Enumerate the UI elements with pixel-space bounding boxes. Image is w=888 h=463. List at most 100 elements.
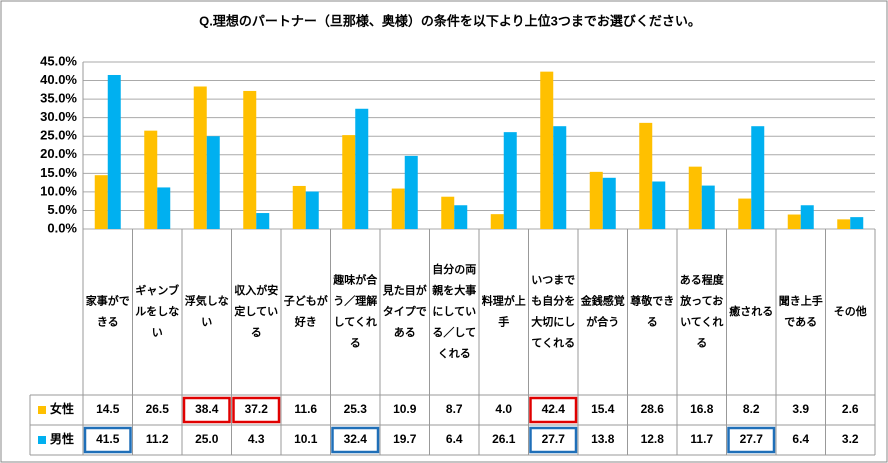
table-value: 11.7	[690, 432, 713, 446]
y-tick-label: 30.0%	[40, 109, 77, 124]
bar	[441, 196, 455, 229]
table-value: 8.2	[743, 402, 760, 416]
y-tick-label: 35.0%	[40, 91, 77, 106]
bar	[589, 171, 603, 229]
category-label: 聞き上手である	[779, 293, 823, 328]
bar	[193, 86, 207, 229]
category-label: 料理が上手	[482, 293, 526, 328]
category-label: 趣味が合う／理解してくれる	[332, 272, 378, 349]
table-value: 4.0	[495, 402, 512, 416]
y-tick-label: 20.0%	[40, 146, 77, 161]
table-value: 27.7	[542, 432, 566, 446]
highlight-box	[331, 426, 380, 454]
bar	[787, 214, 801, 229]
category-label: 収入が安定している	[234, 283, 278, 339]
bar	[751, 126, 765, 229]
table-value: 13.8	[591, 432, 615, 446]
bar	[540, 71, 554, 229]
category-label: 金銭感覚が合う	[580, 293, 625, 328]
highlight-box	[232, 396, 281, 424]
bar	[639, 122, 653, 229]
bar	[850, 217, 864, 229]
category-label: 自分の両親を大事にしている／してくれる	[432, 262, 476, 360]
table-value: 32.4	[344, 432, 368, 446]
bar	[342, 135, 356, 229]
bar	[94, 175, 108, 229]
table-value: 15.4	[591, 402, 615, 416]
bar	[454, 205, 468, 229]
table-value: 14.5	[96, 402, 120, 416]
bar	[701, 185, 715, 229]
bar	[602, 177, 616, 229]
category-label: 家事ができる	[86, 293, 130, 328]
table-value: 28.6	[641, 402, 665, 416]
bar	[391, 188, 405, 229]
table-value: 4.3	[248, 432, 265, 446]
legend-swatch	[38, 436, 46, 444]
bar	[738, 198, 752, 229]
table-value: 19.7	[393, 432, 417, 446]
bar	[144, 130, 158, 229]
table-value: 10.9	[393, 402, 417, 416]
table-value: 8.7	[446, 402, 463, 416]
category-label: 尊敬できる	[630, 293, 674, 328]
highlight-box	[182, 396, 231, 424]
bar	[243, 90, 257, 230]
table-value: 38.4	[195, 402, 219, 416]
category-label: いつまでも自分を大切にしてくれる	[531, 273, 575, 349]
chart-title: Q.理想のパートナー（旦那様、奥様）の条件を以下より上位3つまでお選びください。	[199, 13, 701, 28]
y-tick-label: 25.0%	[40, 128, 77, 143]
table-value: 25.3	[344, 402, 368, 416]
y-tick-label: 45.0%	[40, 53, 77, 68]
table-value: 26.1	[492, 432, 516, 446]
bar	[157, 187, 171, 229]
bar	[800, 205, 814, 229]
highlight-box	[83, 426, 132, 454]
table-value: 41.5	[96, 432, 120, 446]
table-value: 3.2	[842, 432, 859, 446]
category-label: 見た目がタイプである	[382, 283, 427, 339]
table-value: 3.9	[792, 402, 809, 416]
y-tick-label: 5.0%	[47, 202, 77, 217]
highlight-box	[529, 426, 578, 454]
highlight-box	[727, 426, 776, 454]
legend-label: 女性	[50, 401, 74, 416]
category-label: 浮気しない	[185, 293, 229, 328]
bar	[206, 136, 220, 229]
bar	[652, 181, 666, 229]
y-tick-label: 15.0%	[40, 165, 77, 180]
bar	[553, 126, 567, 229]
bar	[256, 213, 270, 229]
bar	[404, 155, 418, 229]
category-label: ギャンブルをしない	[135, 283, 179, 339]
table-value: 10.1	[294, 432, 318, 446]
highlight-box	[529, 396, 578, 424]
bar	[837, 219, 851, 229]
y-tick-label: 0.0%	[47, 220, 77, 235]
legend-swatch	[38, 406, 46, 414]
category-label: 子どもが好き	[284, 293, 328, 328]
bar	[503, 132, 517, 229]
legend-label: 男性	[50, 431, 74, 446]
bar	[305, 191, 319, 229]
bar	[355, 108, 369, 229]
category-label: ある程度放っておいてくれる	[679, 272, 725, 349]
bar	[107, 74, 121, 229]
bar	[688, 166, 702, 229]
y-tick-label: 10.0%	[40, 183, 77, 198]
table-value: 6.4	[792, 432, 809, 446]
table-value: 12.8	[641, 432, 665, 446]
table-value: 2.6	[842, 402, 859, 416]
table-value: 6.4	[446, 432, 463, 446]
table-value: 26.5	[146, 402, 170, 416]
table-value: 25.0	[195, 432, 219, 446]
table-value: 11.6	[294, 402, 317, 416]
table-value: 16.8	[690, 402, 714, 416]
table-value: 42.4	[542, 402, 566, 416]
table-value: 27.7	[740, 432, 764, 446]
table-value: 37.2	[245, 402, 269, 416]
bar	[292, 185, 306, 229]
bar	[490, 214, 504, 229]
